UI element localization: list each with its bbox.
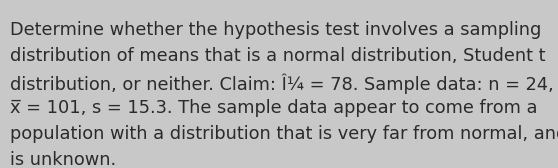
Text: distribution, or neither. Claim: Î¼ = 78. Sample data: n = 24,: distribution, or neither. Claim: Î¼ = 78…	[10, 73, 554, 94]
Text: is unknown.: is unknown.	[10, 151, 116, 168]
Text: population with a distribution that is very far from normal, and σ̈f: population with a distribution that is v…	[10, 125, 558, 143]
Text: distribution of means that is a normal distribution, Student t: distribution of means that is a normal d…	[10, 47, 546, 65]
Text: x̅ = 101, s = 15.3. The sample data appear to come from a: x̅ = 101, s = 15.3. The sample data appe…	[10, 99, 537, 117]
Text: Determine whether the hypothesis test involves a sampling: Determine whether the hypothesis test in…	[10, 21, 541, 39]
